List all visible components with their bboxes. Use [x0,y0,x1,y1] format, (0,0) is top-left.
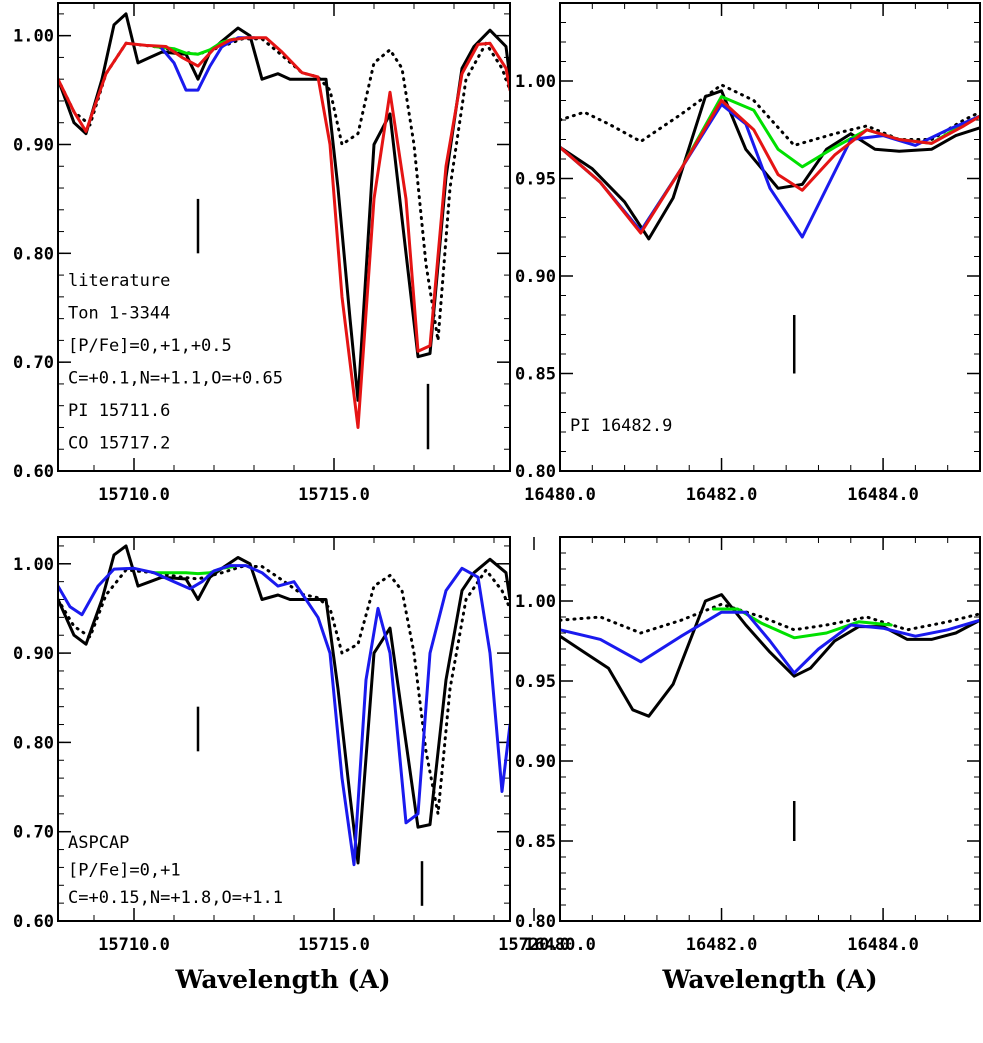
series-line-observed [560,89,980,241]
annotation: PI 15711.6 [68,401,170,421]
panel-top-right: 16480.0 16482.0 16484.0 0.80 0.85 0.90 0.95 1.0… [515,2,981,505]
x-tick-label: 16484.0 [847,935,919,955]
x-axis-label-left: Wavelength (A) [174,965,390,994]
x-tick-label: 16482.0 [686,485,758,505]
series-line-observed [58,544,510,865]
panel-top-left: 15710.0 15715.0 0.60 0.70 0.80 0.90 1.00 litera… [13,2,511,505]
plot-frame [559,536,981,922]
series-group [560,83,980,241]
y-tick-label: 0.70 [13,823,54,843]
y-tick-label: 0.90 [515,267,556,287]
panel-bottom-right: 16480.0 16482.0 16484.0 0.80 0.85 0.90 0.95 1.0… [515,536,981,955]
y-tick-label: 0.80 [515,912,556,932]
annotation: ASPCAP [68,833,129,853]
y-tick-label: 0.90 [13,644,54,664]
y-tick-label: 0.95 [515,170,556,190]
annotation: Ton 1-3344 [68,304,170,324]
x-tick-label: 15720.0 [498,935,570,955]
y-tick-label: 0.80 [13,244,54,264]
y-tick-label: 1.00 [515,592,556,612]
y-tick-label: 0.70 [13,353,54,373]
y-tick-label: 0.60 [13,912,54,932]
series-line-p-fe-1 [560,102,980,239]
series-line-p-fe-1 [560,610,980,675]
x-tick-label: 15710.0 [98,935,170,955]
series-line-p-fe-0-5 [58,36,510,429]
y-tick-label: 0.60 [13,462,54,482]
y-tick-label: 0.90 [515,752,556,772]
x-tick-label: 15710.0 [98,485,170,505]
series-line-observed [560,593,980,718]
y-tick-label: 0.95 [515,672,556,692]
y-tick-label: 1.00 [13,555,54,575]
x-axis-label-right: Wavelength (A) [661,965,877,994]
annotation: literature [68,271,170,291]
annotation: C=+0.1,N=+1.1,O=+0.65 [68,369,283,389]
plot-frame [57,536,511,922]
series-group [58,544,510,867]
series-line-no-p [58,565,510,816]
series-group [560,593,980,718]
plot-frame [57,2,511,472]
series-line-p-fe-1 [160,36,256,92]
y-tick-label: 0.80 [515,462,556,482]
x-tick-label: 16480.0 [524,485,596,505]
series-line-no-p [560,602,980,635]
annotation: CO 15717.2 [68,434,170,454]
series-group [58,12,510,429]
series-line-p-fe-1 [58,564,510,867]
series-line-p-fe-0 [712,607,893,640]
plot-frame [559,2,981,472]
x-tick-label: 15715.0 [298,935,370,955]
y-tick-label: 0.85 [515,365,556,385]
annotation: C=+0.15,N=+1.8,O=+1.1 [68,888,283,908]
x-tick-label: 15715.0 [298,485,370,505]
y-tick-label: 0.90 [13,135,54,155]
x-tick-label: 16482.0 [686,935,758,955]
annotation: [P/Fe]=0,+1 [68,861,181,881]
series-line-no-p [58,37,510,342]
series-line-p-fe-0 [152,37,236,56]
x-tick-label: 16480.0 [524,935,596,955]
y-tick-label: 0.85 [515,832,556,852]
series-line-p-fe-0-5 [560,99,980,235]
y-tick-label: 1.00 [515,72,556,92]
x-tick-label: 16484.0 [847,485,919,505]
y-tick-label: 1.00 [13,27,54,47]
annotation: PI 16482.9 [570,416,672,436]
panel-bottom-left: 15710.0 15715.0 15720.0 0.60 0.70 0.80 0.90 1.0… [13,536,570,955]
y-tick-label: 0.80 [13,733,54,753]
annotation: [P/Fe]=0,+1,+0.5 [68,336,232,356]
